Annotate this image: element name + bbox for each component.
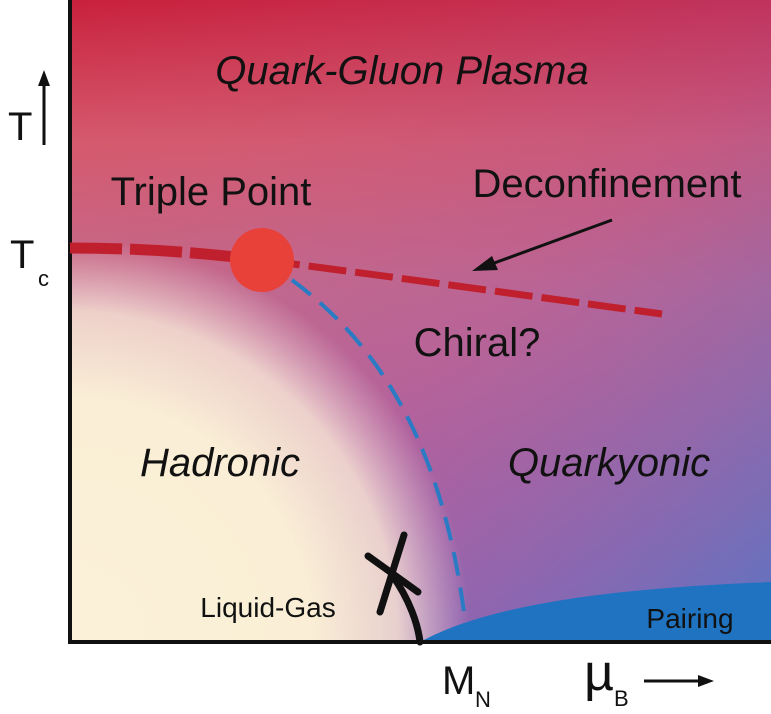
triple-point-marker [230,228,294,292]
svg-text:M: M [442,659,475,703]
y-axis-arrow-head [38,70,50,86]
label-hadronic: Hadronic [140,441,300,485]
critical-point-marker [364,531,422,616]
x-axis-arrow-head [698,675,714,687]
label-liquid-gas: Liquid-Gas [200,592,335,623]
hadronic-background [70,0,771,642]
deconfinement-line-tail [261,256,663,318]
pairing-region [420,582,771,642]
svg-text:T: T [10,233,34,277]
chiral-line [260,258,467,621]
label-deconfinement: Deconfinement [472,162,741,206]
svg-text:µ: µ [584,644,614,702]
svg-text:c: c [38,266,49,291]
deconfinement-arrowhead [472,256,498,271]
svg-text:N: N [475,687,491,712]
x-axis-label: µ B [584,644,629,711]
liquid-gas-line [388,571,424,646]
svg-text:B: B [614,686,629,711]
deconfinement-line [69,242,263,266]
tc-tick-label: T c [10,233,49,291]
label-pairing: Pairing [646,603,733,634]
deconfinement-arrow [485,218,613,268]
label-qgp: Quark-Gluon Plasma [215,49,588,93]
y-axis-label: T [8,105,32,149]
label-quarkyonic: Quarkyonic [508,441,710,485]
mn-tick-label: M N [442,659,491,712]
label-triple-point: Triple Point [111,170,312,214]
plot-frame [68,0,771,644]
label-chiral: Chiral? [414,321,541,365]
